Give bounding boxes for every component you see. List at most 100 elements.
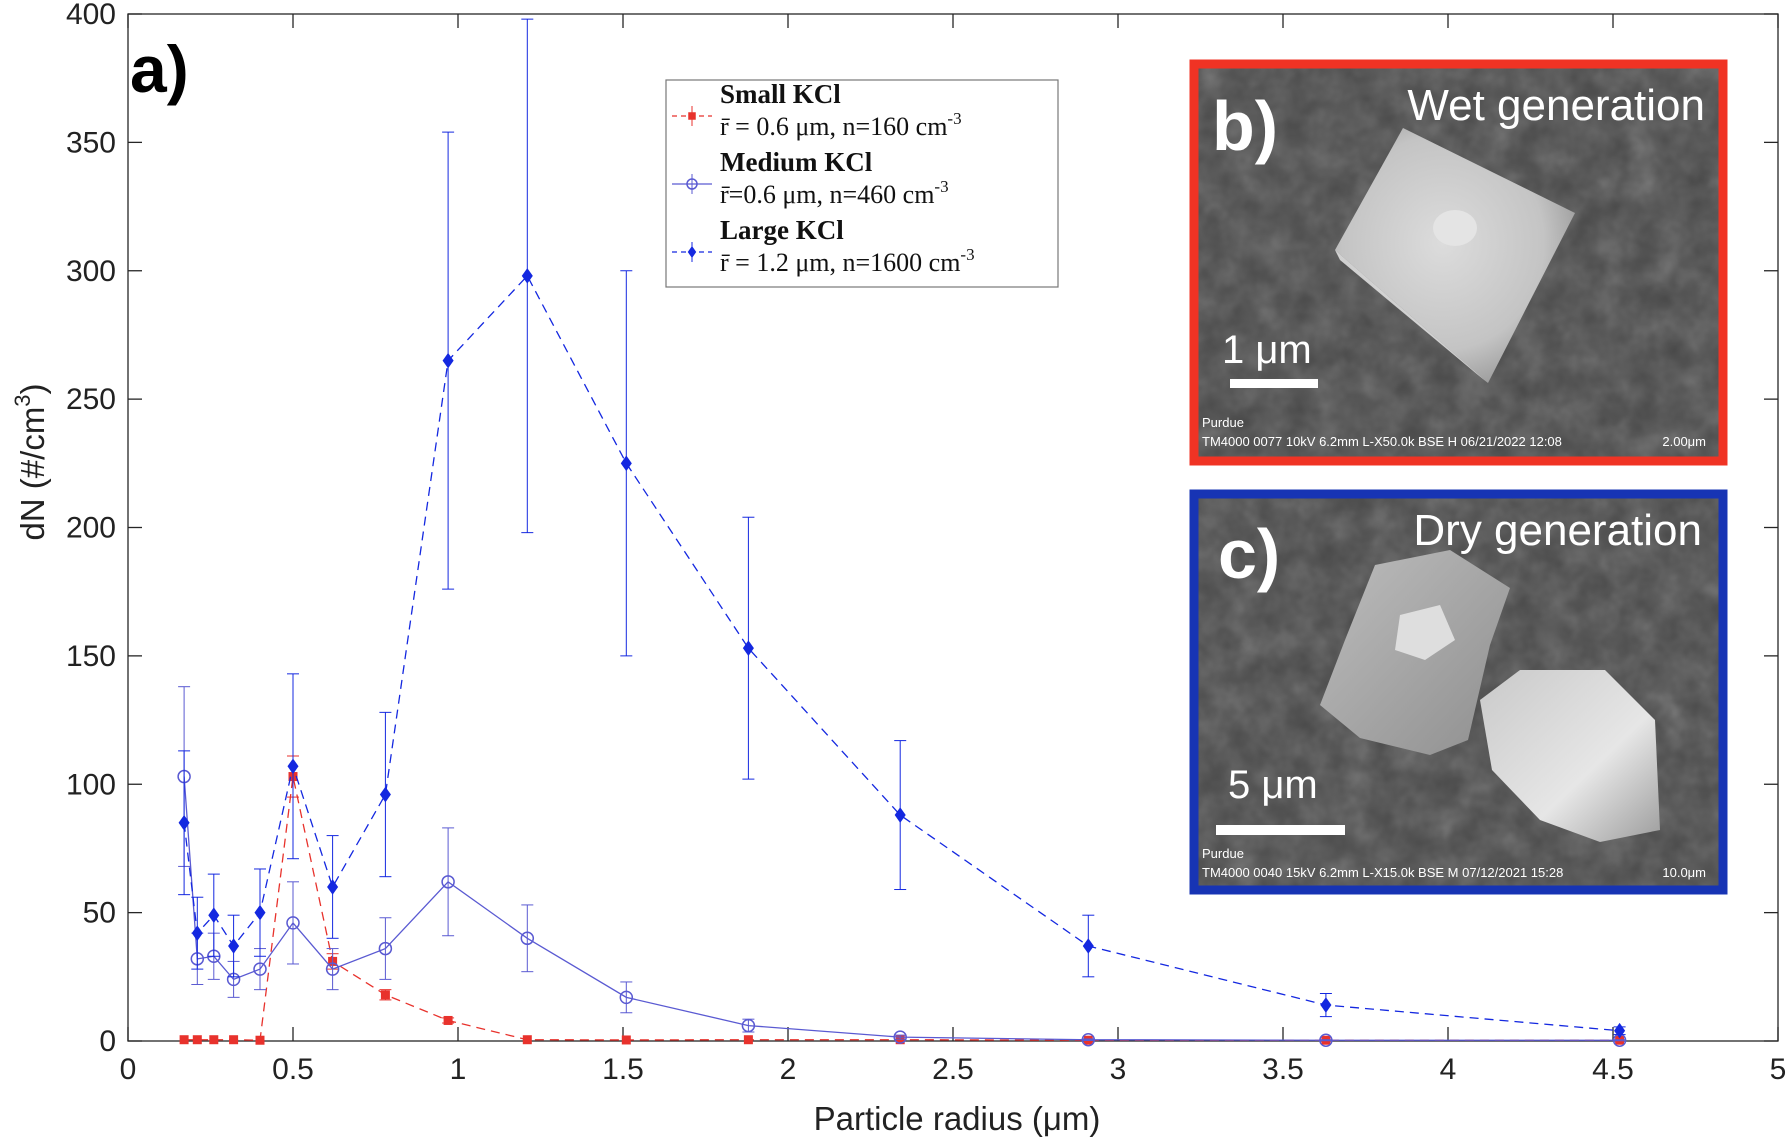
- legend-box: [665, 79, 1059, 288]
- data-point: [522, 1035, 532, 1045]
- legend-detail-superscript: -3: [934, 177, 948, 196]
- inset-b-meta-scale: 2.00μm: [1662, 434, 1706, 449]
- y-axis-label-superscript: 3: [10, 394, 35, 406]
- data-point: [255, 1035, 265, 1045]
- inset-c-title: Dry generation: [1413, 506, 1702, 555]
- data-point: [209, 1035, 219, 1045]
- legend-detail: r̄=0.6 μm, n=460 cm-3: [720, 177, 949, 209]
- y-tick-label: 200: [66, 512, 116, 545]
- data-point: [325, 962, 340, 976]
- y-tick-label: 350: [66, 126, 116, 159]
- data-point: [621, 1035, 631, 1045]
- inset-c-meta-bottom: TM4000 0040 15kV 6.2mm L-X15.0k BSE M 07…: [1202, 865, 1563, 880]
- legend-label: Small KCl: [720, 79, 841, 109]
- data-point: [179, 1035, 189, 1045]
- inset-dry-generation: c) Dry generation 5 μm Purdue TM4000 004…: [1189, 489, 1728, 895]
- legend-marker: [687, 246, 697, 258]
- legend-label: Medium KCl: [720, 147, 873, 177]
- series-line-large-kcl: [183, 274, 1620, 1032]
- y-axis-ticks: 0 50 100 150 200 250 300 350 400: [66, 0, 1778, 1058]
- legend-detail: r̄ = 1.2 μm, n=1600 cm-3: [720, 245, 975, 277]
- y-tick-label: 0: [99, 1025, 116, 1058]
- inset-b-scale-bar: [1230, 379, 1318, 388]
- x-tick-label: 3: [1110, 1053, 1127, 1086]
- legend-detail: r̄ = 0.6 μm, n=160 cm-3: [720, 109, 962, 141]
- legend-label: Large KCl: [720, 215, 844, 245]
- legend-detail-text: r̄ = 1.2 μm, n=1600 cm: [720, 248, 960, 277]
- data-point: [178, 814, 190, 831]
- legend-marker: [686, 178, 698, 190]
- legend-detail-superscript: -3: [947, 109, 961, 128]
- x-tick-label: 0.5: [272, 1053, 314, 1086]
- data-point: [619, 990, 634, 1005]
- legend-detail-text: r̄=0.6 μm, n=460 cm: [720, 180, 934, 209]
- legend-detail-text: r̄ = 0.6 μm, n=160 cm: [720, 112, 947, 141]
- y-axis-label: dN (#/cm3): [10, 383, 51, 540]
- data-point: [327, 879, 339, 895]
- x-tick-label: 3.5: [1262, 1053, 1304, 1086]
- data-point: [1319, 1033, 1333, 1047]
- data-point: [208, 907, 220, 923]
- legend-detail-superscript: -3: [960, 245, 974, 264]
- y-tick-label: 400: [66, 0, 116, 31]
- inset-b-label: b): [1212, 87, 1278, 165]
- inset-b-border: [1189, 59, 1728, 466]
- inset-c-meta-scale: 10.0μm: [1662, 865, 1706, 880]
- x-tick-label: 1.5: [602, 1053, 644, 1086]
- series-layer: [177, 18, 1627, 1047]
- data-point: [521, 268, 533, 284]
- inset-b-meta-top: Purdue: [1202, 415, 1244, 430]
- series-line-medium-kcl: [183, 776, 1620, 1041]
- inset-b-crystal-edge: [1335, 250, 1488, 383]
- data-point: [379, 786, 391, 803]
- data-point: [620, 455, 632, 472]
- y-tick-label: 300: [66, 255, 116, 288]
- y-tick-label: 100: [66, 768, 116, 801]
- data-point: [1614, 1022, 1626, 1039]
- legend-marker: [688, 112, 696, 120]
- data-point: [254, 904, 266, 921]
- y-axis-label-main: dN (#/cm: [14, 407, 51, 541]
- inset-c-border: [1189, 489, 1728, 895]
- inset-c-crystal-right: [1480, 670, 1660, 842]
- data-point: [520, 931, 535, 946]
- inset-b-scale-label: 1 μm: [1222, 328, 1312, 372]
- y-axis-label-close: ): [14, 383, 51, 394]
- y-tick-label: 50: [83, 897, 116, 930]
- data-point: [893, 1030, 907, 1044]
- data-point: [1081, 1032, 1096, 1047]
- x-axis-ticks: 0 0.5 1 1.5 2 2.5 3 3.5 4 4.5 5: [120, 14, 1787, 1086]
- x-tick-label: 5: [1770, 1053, 1787, 1086]
- inset-b-title: Wet generation: [1407, 81, 1705, 130]
- x-tick-label: 2.5: [932, 1053, 974, 1086]
- data-point: [442, 352, 454, 369]
- data-point: [1320, 997, 1332, 1013]
- inset-b-crystal: [1335, 128, 1575, 383]
- data-point: [253, 962, 267, 976]
- data-point: [1082, 938, 1094, 954]
- data-point: [894, 807, 906, 823]
- x-tick-label: 4: [1440, 1053, 1457, 1086]
- x-tick-label: 0: [120, 1053, 137, 1086]
- data-point: [742, 640, 754, 656]
- y-tick-label: 250: [66, 383, 116, 416]
- inset-c-scale-bar: [1216, 825, 1345, 835]
- x-axis-label: Particle radius (μm): [814, 1100, 1101, 1137]
- data-point: [380, 990, 390, 1000]
- data-point: [741, 1018, 756, 1033]
- inset-c-meta-top: Purdue: [1202, 846, 1244, 861]
- x-tick-label: 4.5: [1592, 1053, 1634, 1086]
- series-large-kcl: [178, 18, 1626, 1039]
- data-point: [895, 1035, 905, 1045]
- data-point: [192, 1035, 202, 1045]
- inset-b-meta-bottom: TM4000 0077 10kV 6.2mm L-X50.0k BSE H 06…: [1202, 434, 1562, 449]
- inset-wet-generation: b) Wet generation 1 μm Purdue TM4000 007…: [1189, 59, 1728, 466]
- inset-b-crystal-center: [1433, 210, 1477, 246]
- y-tick-label: 150: [66, 640, 116, 673]
- data-point: [191, 925, 203, 941]
- data-point: [229, 1035, 239, 1045]
